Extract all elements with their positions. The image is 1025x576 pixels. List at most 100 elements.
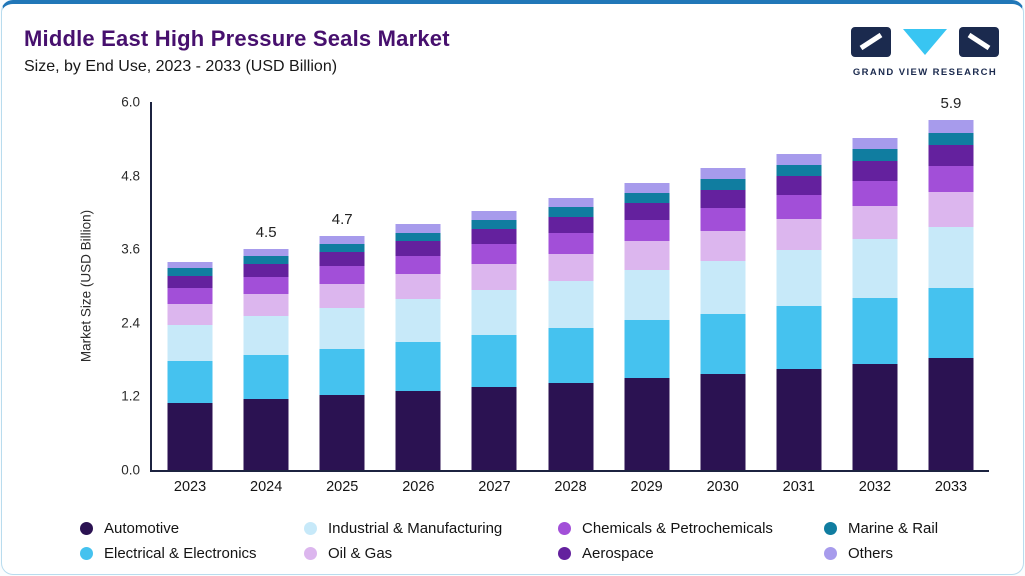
- legend-swatch-icon: [80, 522, 93, 535]
- bar-segment: [624, 202, 670, 220]
- bar-segment: [471, 263, 517, 290]
- bar-segment: [624, 192, 670, 203]
- bar-segment: [548, 197, 594, 207]
- page-title: Middle East High Pressure Seals Market: [24, 26, 450, 51]
- bar-segment: [243, 263, 289, 278]
- bar-segment: [243, 294, 289, 317]
- bar-segment: [624, 241, 670, 271]
- bar-segment: [395, 241, 441, 256]
- bar-segment: [700, 189, 746, 209]
- stacked-bar-2030: [700, 102, 746, 470]
- bar-segment: [319, 307, 365, 349]
- y-axis-tick-label: 2.4: [121, 315, 140, 331]
- legend-label: Marine & Rail: [848, 520, 939, 537]
- bar-segment: [700, 179, 746, 190]
- x-axis-tick-label: 2023: [173, 479, 207, 495]
- bar-segment: [395, 223, 441, 233]
- legend-item: Industrial & Manufacturing: [304, 520, 558, 537]
- bar-segment: [776, 164, 822, 176]
- y-axis-tick-label: 0.0: [121, 462, 140, 478]
- bar-segment: [471, 335, 517, 388]
- page-subtitle: Size, by End Use, 2023 - 2033 (USD Billi…: [24, 58, 338, 75]
- bar-segment: [548, 280, 594, 329]
- legend-label: Chemicals & Petrochemicals: [582, 520, 773, 537]
- brand-logo: GRAND VIEW RESEARCH: [851, 26, 999, 78]
- bar-segment: [624, 270, 670, 321]
- bar-slot-2026: 2026: [380, 102, 456, 495]
- x-axis-tick-label: 2031: [782, 479, 815, 495]
- stacked-bar-2031: [776, 102, 822, 470]
- bar-segment: [167, 268, 213, 276]
- legend-label: Electrical & Electronics: [104, 545, 257, 562]
- bar-segment: [548, 216, 594, 234]
- bar-segment: [167, 303, 213, 325]
- bar-segment: [700, 230, 746, 261]
- stacked-bar-2024: [243, 102, 289, 470]
- bar-segment: [319, 348, 365, 396]
- bar-segment: [319, 252, 365, 267]
- bar-segment: [243, 256, 289, 264]
- bar-segment: [243, 398, 289, 470]
- legend-label: Others: [848, 545, 894, 562]
- bar-segment: [395, 298, 441, 342]
- bar-segment: [624, 320, 670, 378]
- bar-segment: [928, 192, 974, 228]
- bar-segment: [852, 149, 898, 161]
- bar-segment: [167, 324, 213, 362]
- legend-item: Oil & Gas: [304, 545, 558, 562]
- x-axis-tick-label: 2028: [554, 479, 587, 495]
- bar-segment: [852, 137, 898, 150]
- legend-item: Aerospace: [558, 545, 824, 562]
- bar-segment: [776, 250, 822, 306]
- bar-segment: [471, 210, 517, 220]
- x-axis-tick-label: 2032: [858, 479, 892, 495]
- chart-legend: Automotive Industrial & Manufacturing Chem…: [2, 520, 1023, 562]
- bar-segment: [852, 363, 898, 470]
- legend-label: Aerospace: [582, 545, 654, 562]
- bar-segment: [700, 168, 746, 180]
- bar-segment: [928, 165, 974, 193]
- brand-logo-text: GRAND VIEW RESEARCH: [852, 67, 998, 78]
- x-axis-tick-label: 2024: [250, 479, 283, 495]
- stacked-bar-2033: [928, 102, 974, 470]
- legend-swatch-icon: [304, 547, 317, 560]
- bar-slot-2030: 2030: [685, 102, 761, 495]
- bar-segment: [548, 206, 594, 217]
- bar-segment: [471, 289, 517, 336]
- bar-segment: [928, 144, 974, 166]
- bar-segment: [852, 206, 898, 240]
- bar-segment: [548, 328, 594, 383]
- x-axis-tick-label: 2033: [934, 479, 968, 495]
- bar-total-label: 4.7: [331, 210, 353, 228]
- bar-segment: [700, 373, 746, 470]
- legend-swatch-icon: [558, 547, 571, 560]
- bar-segment: [319, 266, 365, 285]
- stacked-bar-2027: [471, 102, 517, 470]
- bar-segment: [928, 227, 974, 289]
- bar-segment: [776, 175, 822, 195]
- bar-segment: [776, 218, 822, 251]
- stacked-bar-2029: [624, 102, 670, 470]
- legend-swatch-icon: [824, 547, 837, 560]
- bar-segment: [243, 354, 289, 399]
- bar-segment: [776, 368, 822, 470]
- bar-slot-2023: 2023: [152, 102, 228, 495]
- bar-segment: [548, 233, 594, 254]
- bar-segment: [319, 244, 365, 253]
- stacked-bar-2026: [395, 102, 441, 470]
- bar-segment: [395, 232, 441, 242]
- bar-segment: [548, 253, 594, 281]
- bar-segment: [395, 341, 441, 391]
- legend-label: Industrial & Manufacturing: [328, 520, 503, 537]
- legend-item: Automotive: [80, 520, 304, 537]
- bar-segment: [928, 120, 974, 133]
- legend-item: Electrical & Electronics: [80, 545, 304, 562]
- bar-segment: [776, 153, 822, 165]
- bar-slot-2027: 2027: [456, 102, 532, 495]
- bar-segment: [167, 403, 213, 470]
- bar-total-label: 4.5: [255, 223, 277, 241]
- bar-segment: [471, 244, 517, 264]
- y-axis-title: Market Size (USD Billion): [78, 209, 94, 363]
- bar-segment: [319, 235, 365, 245]
